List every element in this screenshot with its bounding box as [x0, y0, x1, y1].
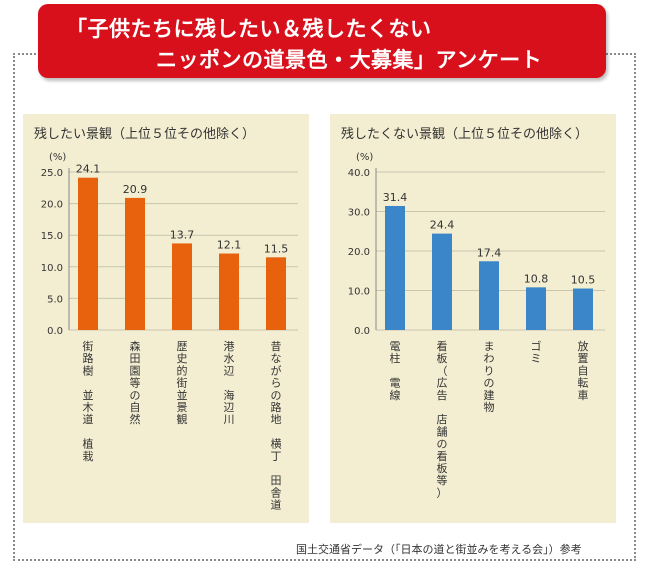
bar-value-label: 31.4 [383, 191, 408, 204]
y-tick-label: 10.0 [41, 263, 63, 274]
bar-value-label: 11.5 [264, 242, 289, 255]
category-label: 電柱 電線 [390, 340, 401, 402]
y-tick-label: 0.0 [354, 326, 370, 337]
bar-chart-right: (%) 0.0 10.0 20.0 30.0 40.0 31.4 電柱 電線 24.4 看板（広告… [348, 152, 605, 499]
bar-value-label: 24.4 [430, 219, 455, 232]
category-label: ゴミ [531, 339, 542, 365]
category-label: 歴史的街並景観 [177, 340, 188, 426]
bar [172, 243, 192, 330]
category-label: まわりの建物 [484, 340, 495, 414]
chart-title-right: 残したくない景観（上位５位その他除く） [341, 127, 589, 142]
y-tick-label: 10.0 [348, 287, 370, 298]
bar [266, 257, 286, 330]
y-tick-label: 20.0 [41, 200, 63, 211]
bar [385, 205, 405, 330]
chart-title-left: 残したい景観（上位５位その他除く） [34, 127, 256, 142]
category-label: 放置自転車 [578, 339, 589, 402]
bar-value-label: 24.1 [76, 163, 101, 176]
bar-value-label: 12.1 [217, 239, 242, 252]
title-line-2: ニッポンの道景色・大募集」アンケート [156, 48, 543, 72]
title-banner: 「子供たちに残したい＆残したくない ニッポンの道景色・大募集」アンケート [38, 4, 606, 78]
bar-value-label: 17.4 [477, 246, 502, 259]
category-label: 昔ながらの路地 横丁 田舎道 [271, 340, 282, 512]
chart-panel-left: 残したい景観（上位５位その他除く） (%) 0.0 5.0 10.0 15.0 20.0 2… [23, 114, 309, 523]
y-tick-label: 25.0 [41, 168, 63, 179]
bar-value-label: 20.9 [123, 183, 148, 196]
bar [573, 288, 593, 330]
y-tick-label: 30.0 [348, 208, 370, 219]
bar-value-label: 10.8 [524, 272, 549, 285]
source-note: 国土交通省データ（「日本の道と街並みを考える会」）参考 [296, 543, 582, 556]
bar-value-label: 13.7 [170, 228, 195, 241]
bar [125, 197, 145, 330]
chart-panel-right: 残したくない景観（上位５位その他除く） (%) 0.0 10.0 20.0 30.0 40… [330, 114, 616, 523]
y-unit-label: (%) [356, 152, 373, 163]
category-label: 街路樹 並木道 植栽 [83, 339, 94, 463]
y-tick-label: 0.0 [47, 326, 63, 337]
bar [78, 177, 98, 330]
y-tick-label: 5.0 [47, 294, 63, 305]
title-line-1: 「子供たちに残したい＆残したくない [66, 17, 432, 41]
bar [526, 287, 546, 330]
y-tick-label: 40.0 [348, 168, 370, 179]
y-tick-label: 15.0 [41, 231, 63, 242]
category-label: 森田園等の自然 [130, 339, 141, 426]
category-label: 看板（広告 店舗の看板等） [437, 339, 448, 499]
bar [479, 261, 499, 330]
bar [432, 233, 452, 330]
bar [219, 253, 239, 330]
category-label: 港水辺 海辺川 [224, 340, 235, 426]
y-tick-label: 20.0 [348, 247, 370, 258]
bar-value-label: 10.5 [571, 274, 596, 287]
bar-chart-left: (%) 0.0 5.0 10.0 15.0 20.0 25.0 24.1 街路樹 並木道 植栽 2… [41, 152, 298, 512]
y-unit-label: (%) [49, 152, 66, 163]
